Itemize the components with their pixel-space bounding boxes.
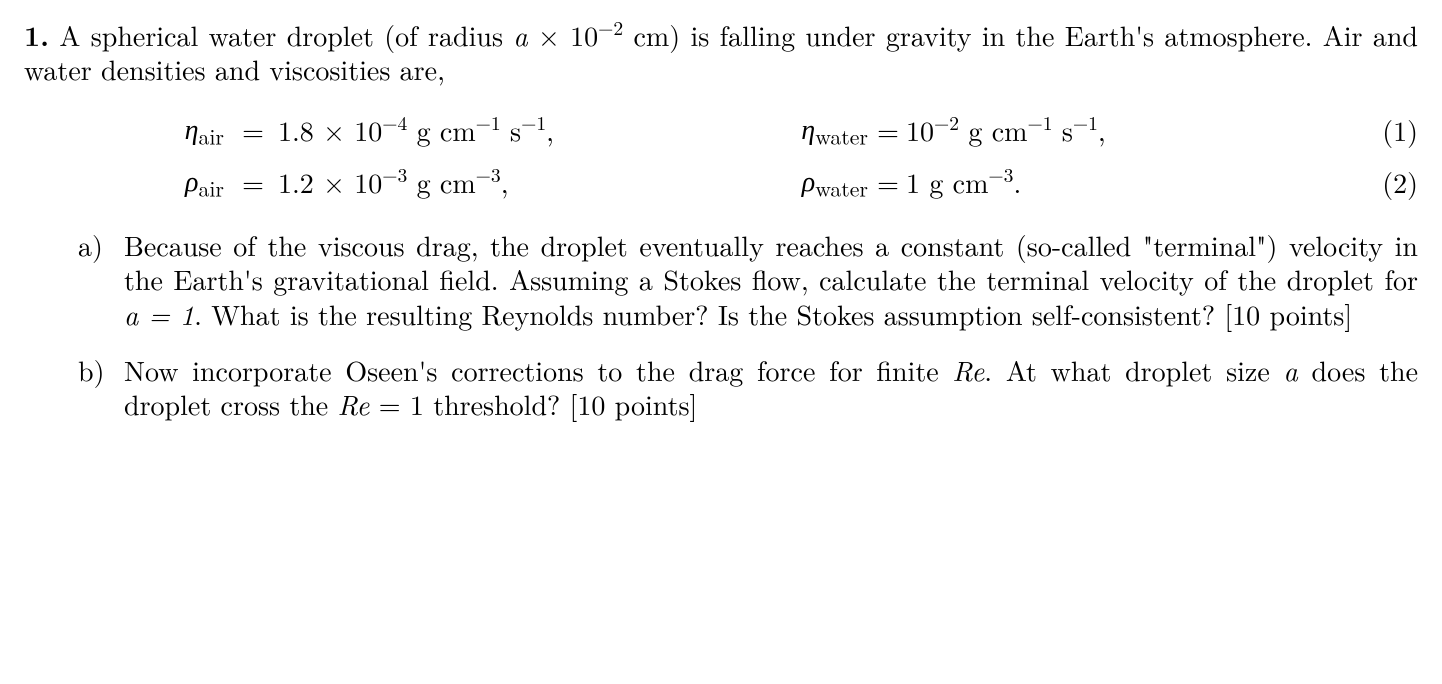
radius-exp: −2 (598, 13, 623, 41)
equals-sign: = (238, 113, 268, 147)
coef2: 10 (906, 110, 934, 150)
rho-sym2: ρ (802, 160, 815, 200)
part-a: a) Because of the viscous drag, the drop… (78, 228, 1418, 330)
eta-sym2: η (801, 108, 815, 148)
radius-times: × 10 (528, 15, 598, 55)
rho-water-lhs: ρwater (738, 163, 874, 202)
equation-number-2: (2) (1382, 165, 1418, 199)
equation-row-1: ηair = 1.8 × 10−4 g cm−1 s−1, ηwater = 1… (24, 104, 1418, 156)
exp: −4 (382, 108, 407, 136)
rho-air-rhs: 1.2 × 10−3 g cm−3, (268, 165, 738, 199)
coef4: 1 (906, 162, 920, 202)
eta-air-rhs: 1.8 × 10−4 g cm−1 s−1, (268, 113, 738, 147)
equation-number-1: (1) (1382, 113, 1418, 147)
rho-sym: ρ (185, 160, 198, 200)
radius-unit: cm (623, 15, 669, 55)
part-a-text-1: Because of the viscous drag, the droplet… (124, 225, 1418, 299)
eta-air-lhs: ηair (24, 111, 238, 150)
part-b-re1: Re (952, 350, 984, 390)
unit-a3: g cm (407, 162, 475, 202)
unit-a2: g cm (959, 110, 1027, 150)
part-b-label: b) (78, 353, 104, 387)
part-b-text-4: = 1 threshold? [10 points] (369, 384, 697, 424)
rho-water-rhs: 1 g cm−3. (902, 165, 1246, 199)
exp2: −2 (934, 108, 959, 136)
part-a-aeq: a = 1 (124, 294, 194, 334)
problem-statement: 1. A spherical water droplet (of radius … (24, 18, 1418, 86)
eta-sym: η (185, 108, 199, 148)
tail4: . (1013, 162, 1021, 202)
equals-sign-3: = (238, 165, 268, 199)
equals-sign-2: = (874, 113, 902, 147)
exp3: −3 (382, 160, 407, 188)
unit-a4: g cm (920, 162, 988, 202)
exp-a4: −3 (988, 160, 1013, 188)
eta-water-lhs: ηwater (738, 111, 874, 150)
exp-b2: −1 (1073, 108, 1098, 136)
rho-air-lhs: ρair (24, 163, 238, 202)
eta-sub2: water (815, 120, 868, 151)
subparts-list: a) Because of the viscous drag, the drop… (78, 228, 1418, 421)
exp-b: −1 (521, 108, 546, 136)
part-a-text-2: . What is the resulting Reynolds number?… (194, 294, 1352, 334)
unit-b: s (501, 110, 521, 150)
eta-water-rhs: 10−2 g cm−1 s−1, (902, 113, 1246, 147)
tail2: , (1098, 110, 1106, 150)
equals-sign-4: = (874, 165, 902, 199)
part-b-text-2: . At what droplet size (984, 350, 1283, 390)
eta-sub: air (198, 120, 224, 151)
coef: 1.8 × 10 (278, 110, 382, 150)
part-b: b) Now incorporate Oseen's corrections t… (78, 353, 1418, 421)
unit-b2: s (1053, 110, 1073, 150)
part-b-re2: Re (338, 384, 370, 424)
equation-block: ηair = 1.8 × 10−4 g cm−1 s−1, ηwater = 1… (24, 104, 1418, 208)
radius-var: a (513, 15, 527, 55)
tail: , (546, 110, 554, 150)
exp-a3: −3 (476, 160, 501, 188)
exp-a2: −1 (1027, 108, 1052, 136)
equation-row-2: ρair = 1.2 × 10−3 g cm−3, ρwater = 1 g c… (24, 156, 1418, 208)
part-a-label: a) (78, 228, 103, 262)
tail3: , (501, 162, 509, 202)
coef3: 1.2 × 10 (278, 162, 382, 202)
rho-sub: air (198, 172, 224, 203)
unit-a: g cm (407, 110, 475, 150)
rho-sub2: water (815, 172, 868, 203)
exp-a: −1 (476, 108, 501, 136)
part-b-avar: a (1284, 350, 1298, 390)
